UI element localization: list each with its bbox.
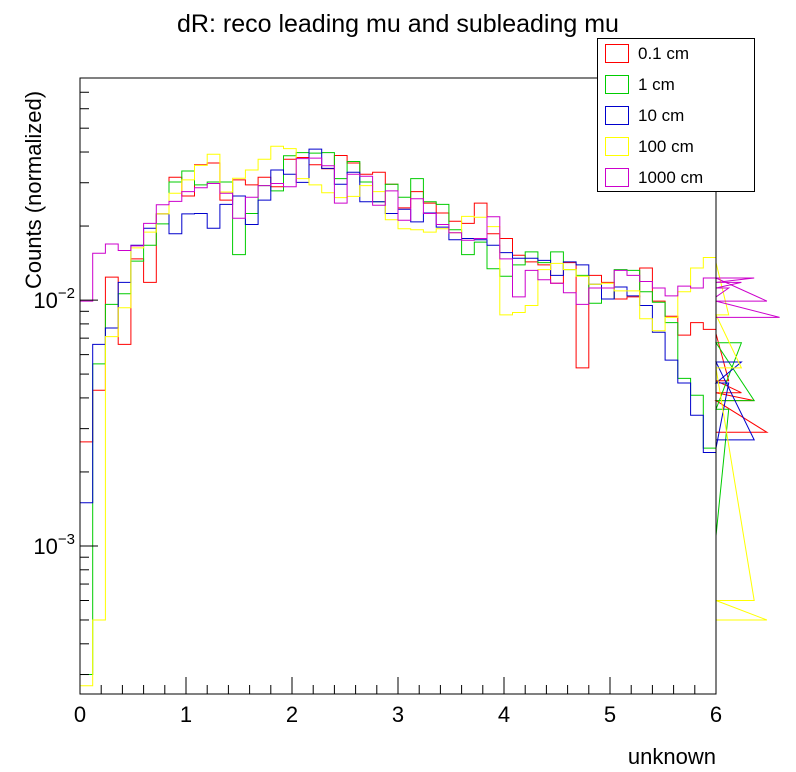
tick-layer bbox=[79, 77, 717, 694]
series-line-100-cm bbox=[80, 145, 768, 687]
legend-swatch bbox=[605, 106, 629, 125]
legend-item: 0.1 cm bbox=[598, 39, 754, 70]
chart-title: dR: reco leading mu and subleading mu bbox=[177, 10, 619, 38]
series-line-10-cm bbox=[80, 148, 756, 504]
y-tick-label: 10−2 bbox=[33, 285, 75, 313]
legend-label: 10 cm bbox=[638, 106, 685, 125]
legend-label: 100 cm bbox=[638, 137, 694, 156]
x-tick-label: 4 bbox=[498, 702, 510, 727]
legend-label: 1000 cm bbox=[638, 168, 704, 187]
x-axis-label: unknown bbox=[627, 744, 716, 769]
legend-swatch bbox=[605, 168, 629, 187]
x-tick-label: 6 bbox=[710, 702, 722, 727]
series-layer bbox=[80, 145, 780, 687]
legend-swatch bbox=[605, 137, 629, 156]
legend-swatch bbox=[605, 75, 629, 94]
x-tick-label: 0 bbox=[74, 702, 86, 727]
legend-swatch bbox=[605, 44, 629, 63]
y-axis-label: Counts (normalized) bbox=[21, 90, 46, 290]
x-tick-label: 3 bbox=[392, 702, 404, 727]
x-tick-label: 5 bbox=[604, 702, 616, 727]
legend-label: 1 cm bbox=[638, 75, 675, 94]
tick-label-layer: 0 1 2 3 4 5 6 10−3 10−2 bbox=[33, 285, 722, 727]
legend-label: 0.1 cm bbox=[638, 44, 690, 63]
legend: 0.1 cm 1 cm 10 cm 100 cm 1000 cm bbox=[597, 38, 755, 192]
x-tick-label: 2 bbox=[286, 702, 298, 727]
series-line-1-cm bbox=[80, 152, 756, 675]
series-line-1000-cm bbox=[80, 157, 780, 318]
y-tick-label: 10−3 bbox=[33, 531, 75, 559]
legend-item: 1 cm bbox=[598, 70, 754, 101]
legend-item: 10 cm bbox=[598, 101, 754, 132]
legend-item: 100 cm bbox=[598, 132, 754, 163]
x-tick-label: 1 bbox=[180, 702, 192, 727]
legend-item: 1000 cm bbox=[598, 163, 754, 194]
